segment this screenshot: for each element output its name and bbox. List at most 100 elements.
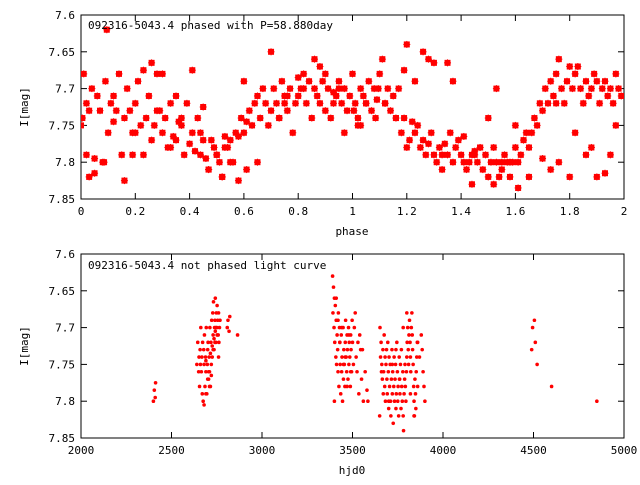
phased-data-point — [329, 99, 337, 107]
unphased-data-point — [404, 399, 408, 404]
unphased-plot-frame — [80, 253, 625, 439]
phased-data-point — [172, 136, 180, 144]
phased-data-point — [579, 99, 587, 107]
phased-data-point — [612, 70, 620, 78]
phased-data-point — [585, 92, 593, 100]
phased-data-point — [425, 140, 433, 148]
unphased-data-point — [390, 362, 395, 367]
phased-x-tick-label: 0.4 — [180, 205, 200, 218]
phased-x-tick-label: 0.2 — [125, 205, 145, 218]
unphased-data-point — [410, 347, 415, 352]
phased-data-point — [310, 85, 318, 93]
phased-data-point — [552, 99, 560, 107]
unphased-data-point — [391, 421, 396, 426]
phased-data-point — [188, 129, 196, 137]
unphased-data-point — [210, 311, 215, 315]
phased-data-point — [571, 129, 579, 137]
phased-data-point — [289, 129, 297, 137]
phased-x-tick-label: 0.8 — [288, 205, 308, 218]
unphased-data-point — [408, 340, 412, 345]
unphased-data-point — [409, 325, 414, 330]
unphased-data-point — [399, 406, 403, 411]
phased-data-point — [243, 166, 251, 174]
phased-data-point — [253, 158, 261, 166]
phased-data-point — [378, 55, 386, 63]
phased-data-point — [340, 129, 348, 137]
unphased-data-point — [529, 347, 534, 352]
phased-data-point — [476, 143, 484, 151]
unphased-data-point — [153, 395, 158, 400]
phased-x-tick-label: 0 — [78, 205, 85, 218]
unphased-data-point — [378, 325, 382, 330]
unphased-data-point — [346, 377, 350, 381]
unphased-data-point — [198, 362, 203, 367]
phased-data-point — [587, 85, 595, 93]
phased-data-point — [186, 140, 194, 148]
phased-data-point — [294, 92, 302, 100]
phased-data-point — [167, 143, 175, 151]
unphased-data-point — [390, 392, 395, 396]
phased-y-ticks: 7.6 7.65 7.7 7.75 7.8 7.85 — [49, 9, 624, 206]
phased-data-point — [188, 66, 196, 74]
unphased-data-point — [344, 369, 349, 374]
unphased-data-point — [359, 377, 364, 381]
phased-data-point — [582, 77, 590, 85]
phased-data-point — [362, 99, 370, 107]
unphased-data-point — [341, 377, 346, 381]
phased-data-point — [387, 107, 395, 115]
phased-data-point — [596, 99, 604, 107]
phased-data-point — [234, 177, 242, 185]
phased-data-point — [161, 114, 169, 122]
phased-data-point — [520, 136, 528, 144]
phased-data-point — [291, 99, 299, 107]
phased-data-point — [123, 85, 131, 93]
unphased-data-point — [343, 340, 348, 345]
phased-data-point — [110, 92, 118, 100]
unphased-data-point — [385, 377, 389, 381]
unphased-data-point — [198, 347, 202, 352]
phased-x-tick-label: 1.8 — [560, 205, 580, 218]
phased-y-tick-label: 7.7 — [55, 83, 75, 96]
phased-data-point — [615, 85, 623, 93]
unphased-data-point — [410, 311, 414, 315]
unphased-data-point — [361, 399, 366, 404]
unphased-data-point — [338, 340, 342, 345]
phased-data-point — [115, 70, 123, 78]
phased-data-point — [601, 77, 609, 85]
phased-data-point — [495, 173, 503, 181]
phased-data-point — [319, 77, 327, 85]
phased-data-point — [408, 118, 416, 126]
phased-data-point — [107, 99, 115, 107]
phased-data-point — [118, 151, 126, 159]
phased-data-point — [300, 70, 308, 78]
phased-data-point — [316, 63, 324, 71]
unphased-data-point — [384, 362, 388, 367]
unphased-y-ticks: 7.6 7.65 7.7 7.75 7.8 7.85 — [49, 248, 624, 445]
unphased-data-point — [209, 318, 214, 323]
phased-data-point — [158, 70, 166, 78]
unphased-data-point — [422, 384, 426, 389]
unphased-data-point — [595, 399, 599, 404]
unphased-data-point — [352, 325, 357, 330]
phased-data-point — [313, 92, 321, 100]
phased-data-point — [82, 151, 90, 159]
unphased-x-tick-label: 3500 — [339, 444, 366, 457]
phased-data-point — [384, 85, 392, 93]
phased-data-point — [373, 96, 381, 104]
phased-x-axis-label: phase — [335, 225, 368, 238]
unphased-data-point — [387, 384, 392, 389]
unphased-data-point — [335, 333, 339, 337]
unphased-data-point — [386, 369, 391, 374]
phased-data-point — [194, 114, 202, 122]
unphased-data-point — [200, 340, 205, 345]
phased-data-point — [81, 121, 85, 129]
unphased-data-point — [378, 355, 383, 359]
phased-data-point — [376, 70, 384, 78]
unphased-data-point — [385, 340, 390, 345]
phased-data-point — [172, 92, 180, 100]
phased-data-point — [300, 85, 308, 93]
phased-data-point — [357, 85, 365, 93]
phased-data-point — [601, 169, 609, 177]
unphased-data-point — [549, 384, 554, 389]
phased-data-point — [389, 92, 397, 100]
